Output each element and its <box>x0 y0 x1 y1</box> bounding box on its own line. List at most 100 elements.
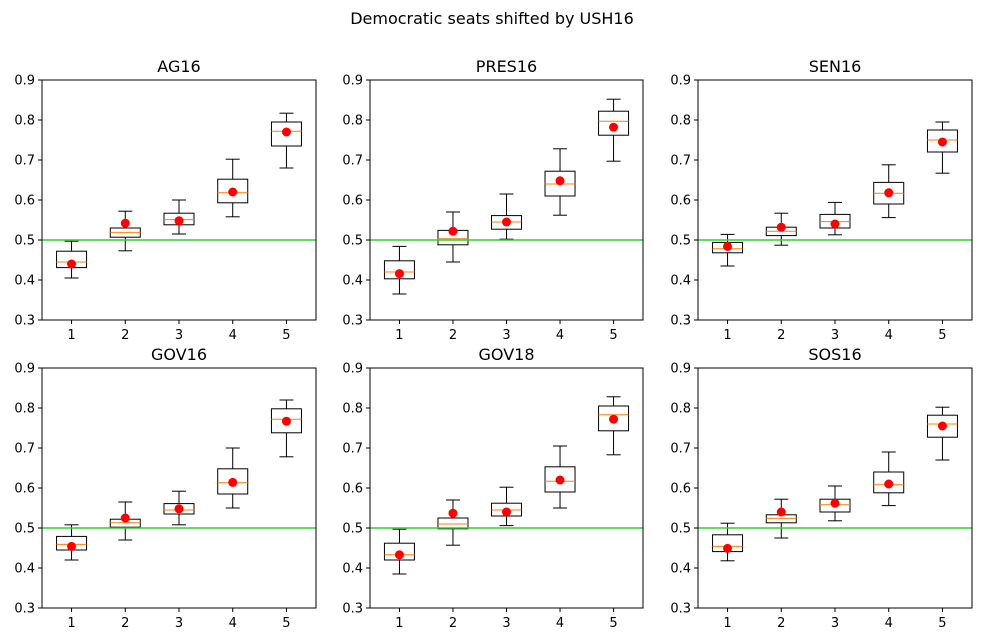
y-tick-label: 0.7 <box>14 442 35 457</box>
y-tick-label: 0.3 <box>342 602 363 617</box>
box-2 <box>437 211 469 263</box>
x-tick-label: 2 <box>777 328 785 343</box>
y-tick-label: 0.4 <box>342 562 363 577</box>
y-tick-label: 0.5 <box>342 234 363 249</box>
x-tick-label: 1 <box>67 328 75 343</box>
x-tick-label: 4 <box>885 328 893 343</box>
x-tick-label: 2 <box>121 328 129 343</box>
box-3 <box>163 490 195 526</box>
x-tick-label: 1 <box>723 616 731 631</box>
y-tick-label: 0.8 <box>342 402 363 417</box>
box-5 <box>598 396 630 456</box>
y-tick-label: 0.9 <box>14 74 35 89</box>
iqr-box <box>217 178 249 204</box>
axes-frame <box>369 367 644 609</box>
mean-marker <box>502 217 511 227</box>
y-tick-label: 0.3 <box>14 314 35 329</box>
x-tick-label: 1 <box>67 616 75 631</box>
box-3 <box>491 193 522 240</box>
x-tick-label: 3 <box>831 616 839 631</box>
x-tick-label: 4 <box>556 328 564 343</box>
subplot-title: GOV18 <box>478 345 534 364</box>
mean-marker <box>555 475 565 485</box>
y-tick-label: 0.9 <box>670 362 691 377</box>
mean-marker <box>776 507 786 517</box>
mean-marker <box>394 269 404 279</box>
y-tick-label: 0.8 <box>14 402 35 417</box>
x-tick-label: 4 <box>229 328 237 343</box>
mean-marker <box>776 222 786 232</box>
iqr-box <box>437 517 469 530</box>
y-tick-label: 0.4 <box>342 274 363 289</box>
mean-marker <box>67 259 77 269</box>
y-tick-label: 0.3 <box>14 602 35 617</box>
mean-marker <box>555 176 565 186</box>
mean-marker <box>884 479 894 489</box>
x-tick-label: 4 <box>556 616 564 631</box>
figure-suptitle: Democratic seats shifted by USH16 <box>350 9 634 28</box>
y-tick-label: 0.6 <box>342 194 363 209</box>
y-tick-label: 0.7 <box>342 442 363 457</box>
y-tick-label: 0.9 <box>342 74 363 89</box>
y-tick-label: 0.3 <box>342 314 363 329</box>
mean-marker <box>723 543 733 553</box>
iqr-box <box>163 503 195 515</box>
subplot-title: AG16 <box>157 57 200 76</box>
mean-marker <box>448 508 458 518</box>
x-tick-label: 5 <box>609 328 617 343</box>
x-tick-label: 1 <box>723 328 731 343</box>
iqr-box <box>217 468 249 495</box>
y-tick-label: 0.4 <box>670 274 691 289</box>
iqr-box <box>926 414 958 438</box>
iqr-box <box>270 408 302 434</box>
box-1 <box>712 522 744 562</box>
box-4 <box>873 164 905 219</box>
subplot-ag16: AG16 0.3 0.4 0.5 0.6 0.7 0.8 0.9 1 2 3 4 5 <box>14 57 317 343</box>
subplot-grid: AG16 0.3 0.4 0.5 0.6 0.7 0.8 0.9 1 2 3 4 5 PRES16 0.3 0… <box>14 57 973 631</box>
y-tick-label: 0.5 <box>670 522 691 537</box>
axes-frame <box>41 367 317 609</box>
mean-marker <box>609 414 619 424</box>
iqr-box <box>383 542 415 561</box>
x-tick-label: 3 <box>175 616 183 631</box>
mean-marker <box>723 241 733 251</box>
subplot-title: SEN16 <box>809 57 862 76</box>
y-tick-label: 0.4 <box>670 562 691 577</box>
x-tick-label: 3 <box>175 328 183 343</box>
iqr-box <box>598 110 630 136</box>
y-tick-label: 0.7 <box>14 154 35 169</box>
box-5 <box>270 112 302 169</box>
box-4 <box>873 451 905 507</box>
subplot-pres16: PRES16 0.3 0.4 0.5 0.6 0.7 0.8 0.9 1 2 3 4 5 <box>342 57 644 343</box>
iqr-box <box>873 471 905 494</box>
y-tick-label: 0.6 <box>670 194 691 209</box>
y-tick-label: 0.8 <box>670 114 691 129</box>
mean-marker <box>502 507 511 517</box>
mean-marker <box>937 421 947 431</box>
x-tick-label: 2 <box>777 616 785 631</box>
mean-marker <box>609 122 619 132</box>
y-tick-label: 0.9 <box>14 362 35 377</box>
y-tick-label: 0.4 <box>14 562 35 577</box>
axes-frame <box>41 79 317 321</box>
mean-marker <box>830 498 840 508</box>
box-4 <box>217 447 249 509</box>
box-3 <box>491 486 522 527</box>
iqr-box <box>383 260 415 280</box>
y-tick-label: 0.6 <box>670 482 691 497</box>
x-tick-label: 2 <box>449 328 457 343</box>
mean-marker <box>884 188 894 198</box>
mean-marker <box>937 137 947 147</box>
x-tick-label: 2 <box>121 616 129 631</box>
y-tick-label: 0.7 <box>670 442 691 457</box>
iqr-box <box>270 121 302 147</box>
subplot-gov18: GOV18 0.3 0.4 0.5 0.6 0.7 0.8 0.9 1 2 3 4 5 <box>342 345 644 631</box>
box-5 <box>926 406 958 461</box>
y-tick-label: 0.6 <box>14 482 35 497</box>
x-tick-label: 5 <box>938 616 946 631</box>
x-tick-label: 5 <box>938 328 946 343</box>
y-tick-label: 0.5 <box>342 522 363 537</box>
mean-marker <box>120 513 130 523</box>
y-tick-label: 0.7 <box>670 154 691 169</box>
box-2 <box>109 210 141 252</box>
